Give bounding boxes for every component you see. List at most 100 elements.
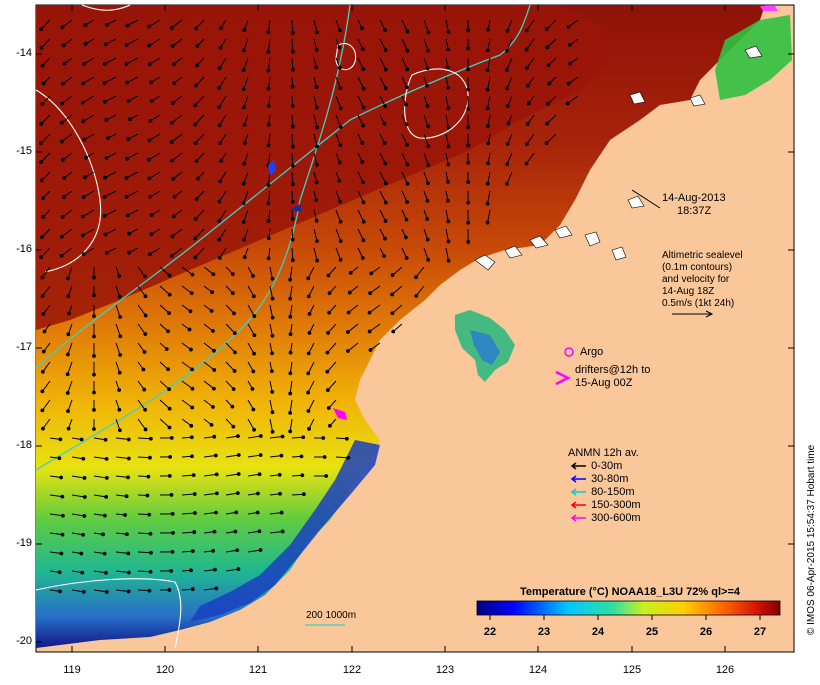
- velocity-arrow-head: [83, 62, 86, 65]
- velocity-arrow-head: [267, 123, 270, 126]
- velocity-arrow-head: [40, 256, 43, 259]
- velocity-arrow-head: [315, 86, 318, 89]
- velocity-arrow-head: [467, 181, 470, 184]
- velocity-arrow-head: [253, 334, 256, 337]
- velocity-arrow-head: [191, 368, 194, 371]
- velocity-arrow-head: [191, 455, 194, 458]
- velocity-arrow-head: [506, 29, 509, 32]
- velocity-arrow-head: [427, 182, 430, 185]
- velocity-arrow-head: [127, 476, 130, 479]
- velocity-arrow-head: [168, 475, 171, 478]
- velocity-arrow-head: [406, 30, 409, 33]
- colorbar: [477, 601, 780, 615]
- velocity-arrow-head: [361, 142, 364, 145]
- velocity-arrow-head: [326, 389, 329, 392]
- velocity-arrow-head: [105, 157, 108, 160]
- velocity-arrow-head: [105, 457, 108, 460]
- velocity-arrow-head: [84, 43, 87, 46]
- velocity-arrow-head: [194, 123, 197, 126]
- velocity-arrow-head: [190, 348, 193, 351]
- velocity-arrow-head: [42, 216, 45, 219]
- velocity-arrow-head: [291, 259, 294, 262]
- velocity-arrow-head: [447, 48, 450, 51]
- velocity-arrow-head: [280, 511, 283, 514]
- velocity-arrow-head: [545, 142, 548, 145]
- velocity-arrow-head: [84, 156, 87, 159]
- velocity-arrow-head: [126, 214, 129, 217]
- velocity-arrow-head: [234, 351, 237, 354]
- velocity-arrow-head: [267, 144, 270, 147]
- velocity-arrow-head: [525, 29, 528, 32]
- velocity-arrow-head: [384, 220, 387, 223]
- velocity-arrow-head: [242, 88, 245, 91]
- velocity-arrow-head: [447, 240, 450, 243]
- velocity-arrow-head: [171, 550, 174, 553]
- colorbar-tick-label: 27: [745, 626, 775, 638]
- velocity-arrow-head: [291, 105, 294, 108]
- velocity-arrow-head: [149, 119, 152, 122]
- velocity-arrow-head: [103, 196, 106, 199]
- velocity-arrow-head: [190, 569, 193, 572]
- velocity-arrow-head: [62, 196, 65, 199]
- velocity-arrow-head: [60, 254, 63, 257]
- velocity-arrow-head: [213, 369, 216, 372]
- velocity-arrow-head: [149, 532, 152, 535]
- velocity-arrow-head: [215, 587, 218, 590]
- velocity-arrow-head: [218, 86, 221, 89]
- velocity-arrow-head: [171, 121, 174, 124]
- anmn-legend-label: 80-150m: [591, 486, 634, 498]
- velocity-arrow-head: [328, 311, 331, 314]
- velocity-arrow-head: [291, 238, 294, 241]
- velocity-arrow-head: [128, 232, 131, 235]
- velocity-arrow-head: [326, 351, 329, 354]
- velocity-arrow-head: [169, 456, 172, 459]
- velocity-arrow-head: [327, 331, 330, 334]
- velocity-arrow-head: [405, 218, 408, 221]
- velocity-arrow-head: [93, 373, 96, 376]
- lon-tick: 122: [332, 664, 372, 676]
- velocity-arrow-head: [347, 456, 350, 459]
- lon-tick: 124: [518, 664, 558, 676]
- velocity-arrow-head: [267, 87, 270, 90]
- velocity-arrow-head: [447, 107, 450, 110]
- velocity-arrow-head: [58, 457, 61, 460]
- velocity-arrow-head: [66, 373, 69, 376]
- velocity-arrow-head: [447, 163, 450, 166]
- velocity-arrow-head: [566, 102, 569, 105]
- velocity-arrow-head: [118, 295, 121, 298]
- velocity-arrow-head: [415, 294, 418, 297]
- velocity-arrow-head: [391, 274, 394, 277]
- velocity-arrow-head: [143, 351, 146, 354]
- lon-tick: 123: [425, 664, 465, 676]
- altimetry-note-line: 0.5m/s (1kt 24h): [662, 298, 734, 310]
- velocity-arrow-head: [467, 144, 470, 147]
- velocity-arrow-head: [81, 101, 84, 104]
- velocity-arrow-head: [362, 68, 365, 71]
- velocity-arrow-head: [467, 68, 470, 71]
- velocity-arrow-head: [259, 549, 262, 552]
- velocity-arrow-head: [106, 137, 109, 140]
- velocity-arrow-head: [104, 233, 107, 236]
- velocity-arrow-head: [505, 182, 508, 185]
- velocity-arrow-head: [58, 571, 61, 574]
- velocity-arrow-head: [404, 236, 407, 239]
- velocity-arrow-head: [127, 552, 130, 555]
- velocity-arrow-head: [267, 50, 270, 53]
- velocity-arrow-head: [307, 391, 310, 394]
- velocity-arrow-head: [103, 514, 106, 517]
- velocity-arrow-head: [545, 28, 548, 31]
- velocity-arrow-head: [67, 295, 70, 298]
- velocity-arrow-head: [127, 100, 130, 103]
- velocity-arrow-head: [384, 29, 387, 32]
- velocity-arrow-head: [316, 145, 319, 148]
- velocity-arrow-head: [168, 388, 171, 391]
- velocity-arrow-head: [128, 118, 131, 121]
- velocity-arrow-head: [165, 348, 168, 351]
- colorbar-tick-label: 22: [475, 626, 505, 638]
- velocity-arrow-head: [232, 388, 235, 391]
- velocity-arrow-head: [40, 179, 43, 182]
- velocity-arrow-head: [405, 257, 408, 260]
- velocity-arrow-head: [82, 120, 85, 123]
- velocity-arrow-head: [170, 254, 173, 257]
- velocity-arrow-head: [167, 368, 170, 371]
